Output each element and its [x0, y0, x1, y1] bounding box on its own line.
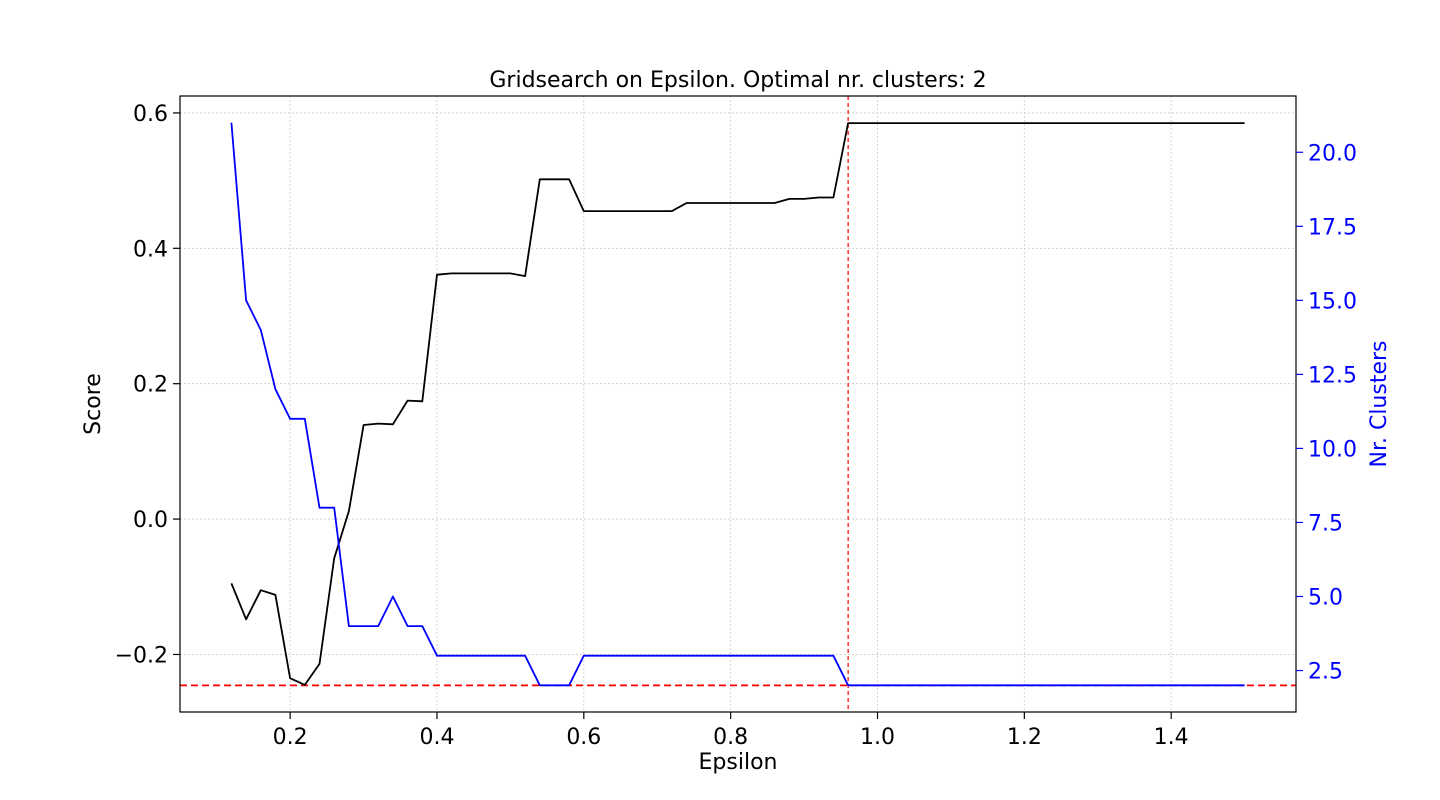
series-lines: [230, 122, 1245, 687]
y-tick-label: 0.0: [133, 508, 168, 533]
chart-title: Gridsearch on Epsilon. Optimal nr. clust…: [489, 68, 986, 93]
series-line-clusters: [230, 122, 1245, 687]
series-line-score: [230, 122, 1245, 686]
y2-tick-label: 15.0: [1308, 289, 1357, 314]
y-tick-label: −0.2: [115, 643, 168, 668]
x-tick-label: 0.6: [566, 725, 601, 750]
y2-tick-label: 17.5: [1308, 215, 1357, 240]
y2-axis-title: Nr. Clusters: [1367, 340, 1392, 467]
x-tick-label: 1.0: [860, 725, 895, 750]
y2-tick-label: 12.5: [1308, 363, 1357, 388]
y-axis-title: Score: [81, 373, 106, 435]
y2-tick-label: 10.0: [1308, 437, 1357, 462]
plot-frame: [179, 95, 1297, 713]
x-axis-title: Epsilon: [699, 750, 778, 775]
grid-lines: [180, 96, 1296, 712]
y-tick-label: 0.4: [133, 237, 168, 262]
y-tick-label: 0.6: [133, 102, 168, 127]
x-tick-label: 1.4: [1154, 725, 1189, 750]
y2-tick-label: 2.5: [1308, 660, 1343, 685]
y-axis-right: 2.5 5.0 7.5 10.0 12.5 15.0 17.5 20.0: [1296, 141, 1357, 685]
y-axis-left: −0.2 0.0 0.2 0.4 0.6: [115, 102, 180, 668]
y2-tick-label: 7.5: [1308, 511, 1343, 536]
x-tick-label: 1.2: [1007, 725, 1042, 750]
y-tick-label: 0.2: [133, 373, 168, 398]
x-tick-label: 0.2: [273, 725, 308, 750]
x-tick-label: 0.8: [713, 725, 748, 750]
y2-tick-label: 20.0: [1308, 141, 1357, 166]
y2-tick-label: 5.0: [1308, 586, 1343, 611]
x-axis: 0.2 0.4 0.6 0.8 1.0 1.2 1.4: [273, 712, 1189, 750]
x-tick-label: 0.4: [419, 725, 454, 750]
